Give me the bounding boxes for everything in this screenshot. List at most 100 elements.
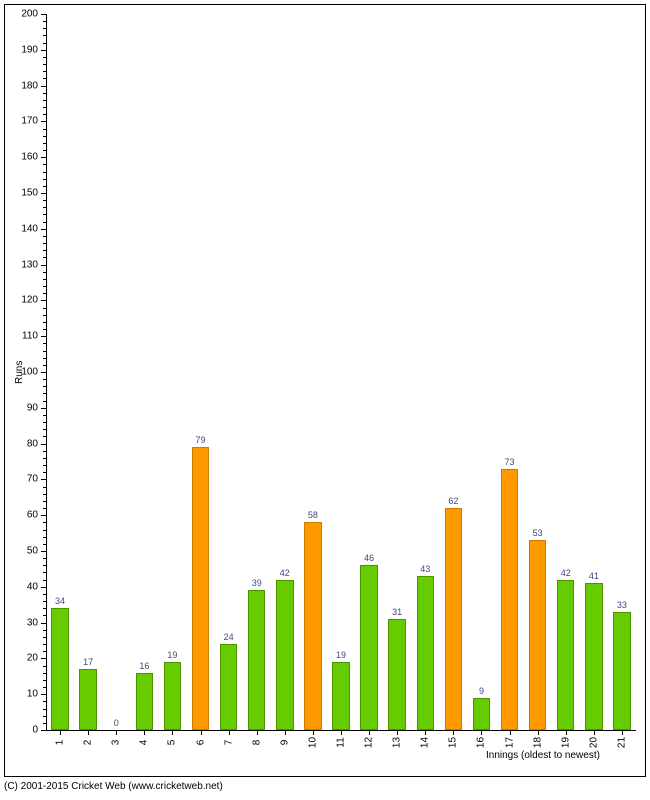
y-tick-minor	[43, 136, 46, 137]
y-tick-minor	[43, 150, 46, 151]
y-tick-minor	[43, 351, 46, 352]
bar-value-label: 62	[448, 496, 458, 506]
y-tick-minor	[43, 329, 46, 330]
bar-value-label: 43	[420, 564, 430, 574]
x-tick-label: 12	[364, 737, 375, 748]
x-tick-label: 9	[279, 740, 290, 746]
y-tick-minor	[43, 293, 46, 294]
y-tick-minor	[43, 637, 46, 638]
x-tick-label: 4	[139, 740, 150, 746]
y-tick-label: 0	[16, 725, 38, 736]
x-tick-label: 2	[83, 740, 94, 746]
y-tick-minor	[43, 429, 46, 430]
bar-value-label: 16	[139, 661, 149, 671]
y-tick-minor	[43, 358, 46, 359]
bar-value-label: 39	[252, 578, 262, 588]
y-tick-label: 100	[16, 367, 38, 378]
x-tick-label: 13	[392, 737, 403, 748]
y-tick-label: 120	[16, 295, 38, 306]
y-tick-minor	[43, 186, 46, 187]
y-tick-minor	[43, 78, 46, 79]
y-tick-label: 90	[16, 402, 38, 413]
x-tick-label: 10	[307, 737, 318, 748]
y-tick-minor	[43, 565, 46, 566]
bar	[276, 580, 293, 730]
y-tick-minor	[43, 21, 46, 22]
copyright-footer: (C) 2001-2015 Cricket Web (www.cricketwe…	[4, 781, 223, 792]
y-tick-label: 140	[16, 223, 38, 234]
y-tick-minor	[43, 680, 46, 681]
y-tick-minor	[43, 222, 46, 223]
y-tick-minor	[43, 508, 46, 509]
y-tick-minor	[43, 601, 46, 602]
y-tick-minor	[43, 501, 46, 502]
y-tick-minor	[43, 114, 46, 115]
x-tick	[88, 730, 89, 735]
x-tick-label: 15	[448, 737, 459, 748]
x-tick-label: 18	[532, 737, 543, 748]
y-tick	[41, 300, 46, 301]
bar	[192, 447, 209, 730]
y-tick	[41, 623, 46, 624]
y-tick-minor	[43, 393, 46, 394]
y-tick-minor	[43, 436, 46, 437]
x-tick-label: 11	[336, 737, 347, 747]
x-tick-label: 1	[55, 740, 66, 746]
x-tick-label: 5	[167, 740, 178, 746]
y-tick-minor	[43, 522, 46, 523]
bar	[164, 662, 181, 730]
bar-value-label: 53	[533, 528, 543, 538]
y-tick-minor	[43, 666, 46, 667]
y-tick-minor	[43, 272, 46, 273]
y-tick-minor	[43, 701, 46, 702]
y-tick	[41, 444, 46, 445]
y-tick-minor	[43, 129, 46, 130]
bar-value-label: 31	[392, 607, 402, 617]
x-tick	[285, 730, 286, 735]
bar-value-label: 41	[589, 571, 599, 581]
y-tick-minor	[43, 308, 46, 309]
y-tick-minor	[43, 673, 46, 674]
y-tick-label: 20	[16, 653, 38, 664]
y-tick-minor	[43, 572, 46, 573]
y-tick	[41, 121, 46, 122]
y-tick-label: 190	[16, 44, 38, 55]
y-tick-minor	[43, 487, 46, 488]
y-tick-minor	[43, 386, 46, 387]
y-tick-minor	[43, 401, 46, 402]
x-axis-label: Innings (oldest to newest)	[486, 750, 600, 761]
bar-value-label: 0	[114, 718, 119, 728]
y-tick-minor	[43, 594, 46, 595]
y-tick-minor	[43, 415, 46, 416]
y-tick-minor	[43, 458, 46, 459]
x-tick-label: 6	[195, 740, 206, 746]
x-tick	[538, 730, 539, 735]
bar	[445, 508, 462, 730]
y-tick-minor	[43, 286, 46, 287]
y-tick-minor	[43, 200, 46, 201]
x-tick	[201, 730, 202, 735]
bar	[529, 540, 546, 730]
bar-value-label: 73	[505, 457, 515, 467]
x-tick-label: 8	[251, 740, 262, 746]
y-tick-minor	[43, 580, 46, 581]
x-tick	[453, 730, 454, 735]
y-tick	[41, 14, 46, 15]
x-tick	[229, 730, 230, 735]
bar	[388, 619, 405, 730]
x-tick-label: 7	[223, 740, 234, 746]
y-axis-line	[46, 14, 47, 730]
y-tick	[41, 515, 46, 516]
bar	[248, 590, 265, 730]
x-tick	[257, 730, 258, 735]
bar	[360, 565, 377, 730]
y-tick-label: 170	[16, 116, 38, 127]
y-tick-minor	[43, 615, 46, 616]
x-tick-label: 21	[616, 737, 627, 748]
y-tick-minor	[43, 71, 46, 72]
y-tick	[41, 265, 46, 266]
x-tick	[172, 730, 173, 735]
bar-value-label: 24	[224, 632, 234, 642]
bar	[304, 522, 321, 730]
y-tick-label: 70	[16, 474, 38, 485]
